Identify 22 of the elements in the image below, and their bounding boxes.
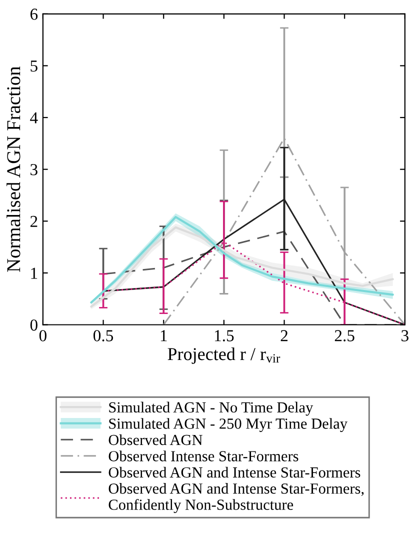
x-tick-label: 3 xyxy=(402,330,408,342)
x-axis-title: Projected r / r$_{vir}$ xyxy=(168,348,280,364)
legend-label: Simulated AGN - 250 Myr Time Delay xyxy=(109,418,348,432)
x-tick-label: 1 xyxy=(160,330,167,342)
legend-label: Simulated AGN - No Time Delay xyxy=(109,402,314,416)
y-tick-label: 0 xyxy=(30,319,38,331)
x-tick-label: 2 xyxy=(280,330,288,342)
y-tick-label: 5 xyxy=(30,60,38,72)
y-tick-label: 2 xyxy=(30,216,38,227)
legend-label: Observed Intense Star-Formers xyxy=(108,450,298,462)
y-tick-label: 1 xyxy=(31,268,38,279)
y-tick-label: 6 xyxy=(30,8,38,20)
legend-label: Observed AGN and Intense Star-Formers xyxy=(108,466,360,478)
y-axis-title: Normalised AGN Fraction xyxy=(6,66,20,272)
y-tick-label: 3 xyxy=(30,164,38,176)
x-tick-label: 2.5 xyxy=(334,330,354,342)
x-tick-label: 0.5 xyxy=(93,330,114,342)
x-tick-label: 1.5 xyxy=(214,330,234,342)
legend-label: Observed AGN xyxy=(108,434,202,446)
x-tick-label: 0 xyxy=(39,330,46,342)
y-tick-label: 4 xyxy=(30,112,38,124)
legend-label: Observed AGN and Intense Star-Formers, Confidently Non-Substructure xyxy=(108,482,364,514)
